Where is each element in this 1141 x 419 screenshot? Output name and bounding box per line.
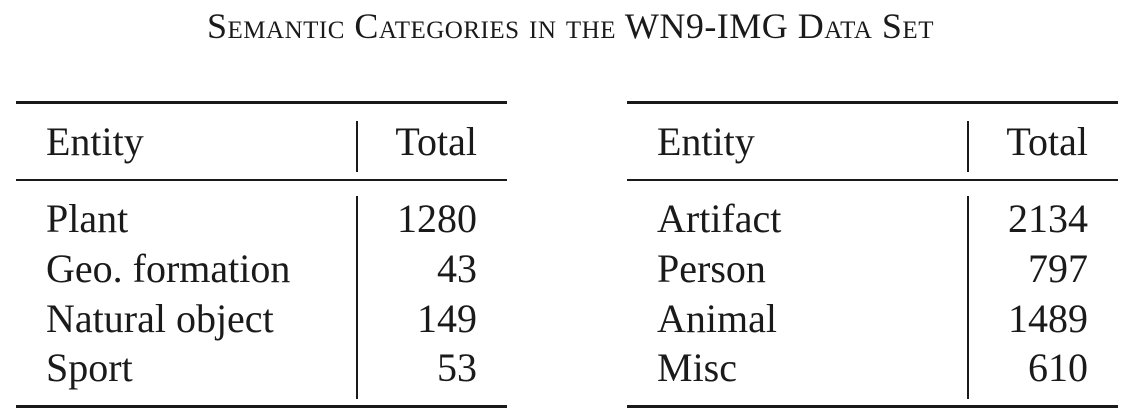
total-cell: 610 — [1028, 345, 1088, 390]
left-header-total: Total — [395, 119, 477, 164]
left-header-entity: Entity — [46, 119, 144, 164]
entity-cell: Misc — [657, 345, 737, 390]
table-row: Animal 1489 — [627, 295, 1118, 345]
table-row: Sport 53 — [16, 344, 507, 394]
right-table-header: Entity Total — [627, 104, 1118, 181]
entity-cell: Plant — [46, 196, 129, 241]
table-row: Natural object 149 — [16, 295, 507, 345]
left-table-body: Plant 1280 Geo. formation 43 Natural obj… — [16, 181, 507, 405]
entity-cell: Artifact — [657, 196, 782, 241]
table-caption: Semantic Categories in the WN9-IMG Data … — [207, 6, 934, 46]
entity-cell: Animal — [657, 296, 777, 341]
right-header-entity: Entity — [657, 119, 755, 164]
left-body-divider — [356, 196, 358, 399]
total-cell: 149 — [417, 296, 477, 341]
total-cell: 1489 — [1008, 296, 1088, 341]
total-cell: 2134 — [1008, 196, 1088, 241]
right-header-total: Total — [1006, 119, 1088, 164]
left-header-divider — [356, 121, 358, 172]
table-row: Misc 610 — [627, 344, 1118, 394]
right-table: Entity Total Artifact 2134 Person 797 An… — [627, 101, 1118, 408]
right-body-divider — [967, 196, 969, 399]
total-cell: 1280 — [397, 196, 477, 241]
left-table: Entity Total Plant 1280 Geo. formation 4… — [16, 101, 507, 408]
entity-cell: Person — [657, 246, 766, 291]
total-cell: 53 — [437, 345, 477, 390]
table-row: Geo. formation 43 — [16, 245, 507, 295]
table-row: Artifact 2134 — [627, 195, 1118, 245]
entity-cell: Sport — [46, 345, 133, 390]
table-row: Person 797 — [627, 245, 1118, 295]
total-cell: 797 — [1028, 246, 1088, 291]
right-table-body: Artifact 2134 Person 797 Animal 1489 Mis… — [627, 181, 1118, 405]
total-cell: 43 — [437, 246, 477, 291]
left-table-header: Entity Total — [16, 104, 507, 181]
entity-cell: Geo. formation — [46, 246, 291, 291]
right-header-divider — [967, 121, 969, 172]
table-row: Plant 1280 — [16, 195, 507, 245]
entity-cell: Natural object — [46, 296, 274, 341]
